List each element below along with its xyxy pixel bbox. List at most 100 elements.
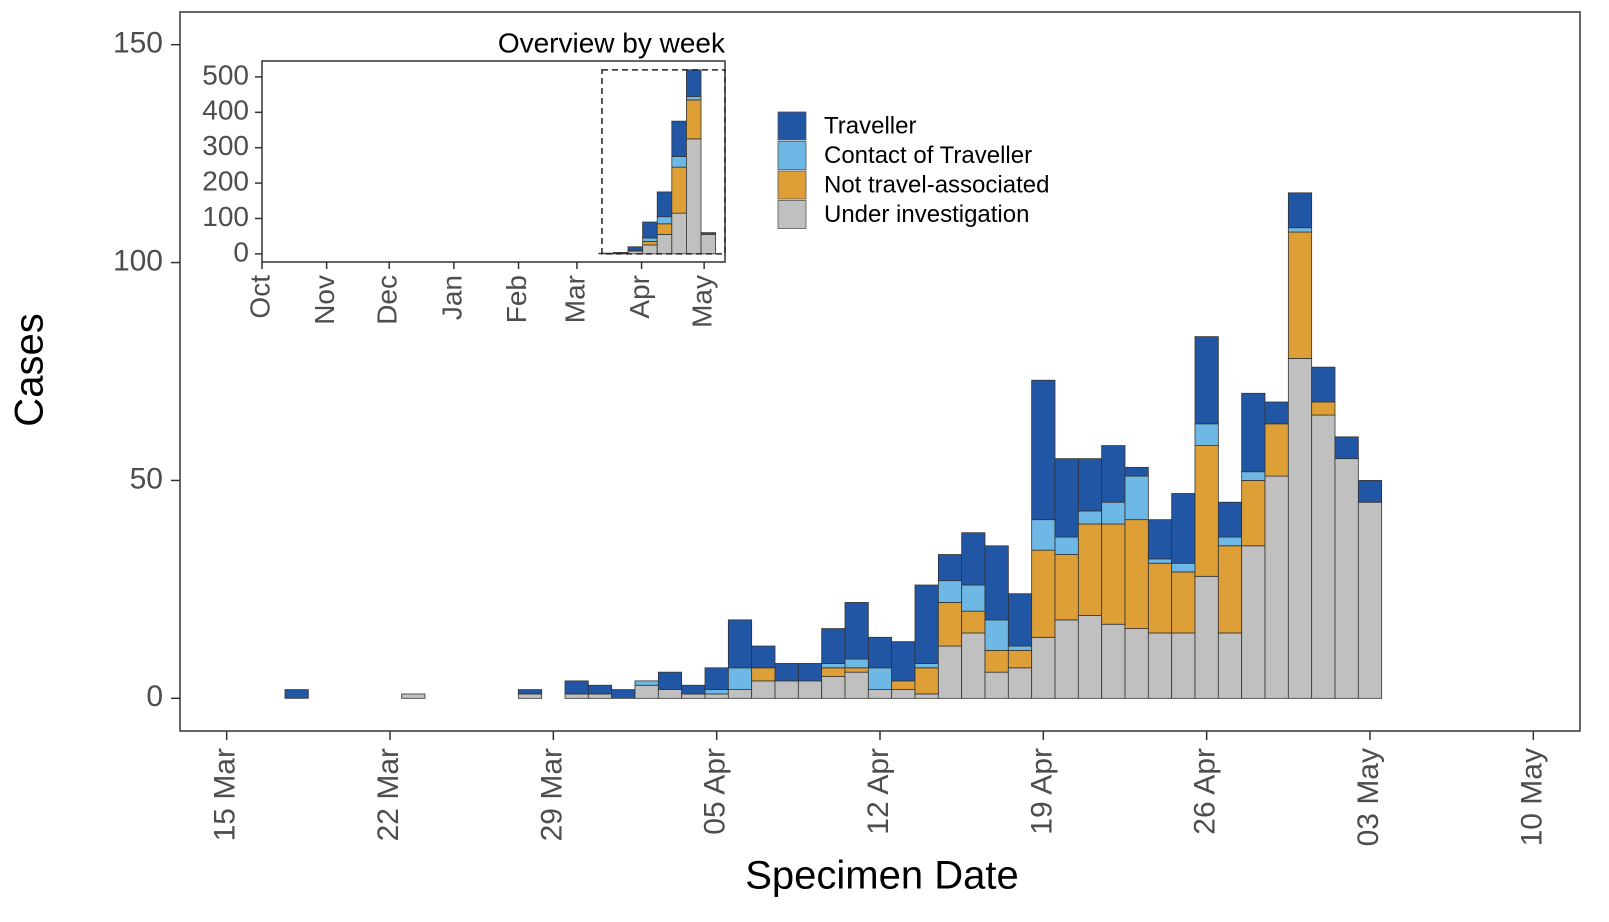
x-tick-label: 19 Apr <box>1025 748 1058 835</box>
bar-segment <box>611 689 636 699</box>
bar-segment <box>671 166 687 214</box>
bar-segment <box>587 684 613 695</box>
bar-segment <box>517 693 543 699</box>
bar-segment <box>284 689 309 699</box>
y-tick-label: 100 <box>113 244 163 277</box>
bar-segment <box>700 233 717 255</box>
bar-segment <box>891 641 916 682</box>
x-tick-label: 26 Apr <box>1189 748 1222 835</box>
bar-segment <box>1101 501 1126 525</box>
y-tick-label: 50 <box>130 462 163 495</box>
bar-segment <box>984 545 1009 621</box>
bar-segment <box>704 689 729 695</box>
bar-segment <box>961 632 986 699</box>
bar-segment <box>891 689 916 699</box>
y-tick-label: 150 <box>113 27 163 60</box>
bar-segment <box>937 645 963 699</box>
bar-segment <box>1311 401 1336 416</box>
bar-segment <box>1311 414 1336 699</box>
bar-segment <box>1077 510 1103 525</box>
y-tick-label: 500 <box>202 59 249 90</box>
bar-segment <box>656 233 673 255</box>
bar-segment <box>1287 231 1313 359</box>
bar-segment <box>914 584 939 664</box>
bar-segment <box>1054 536 1079 555</box>
bar-segment <box>1147 632 1173 699</box>
bar-segment <box>1101 445 1126 503</box>
bar-segment <box>681 684 706 695</box>
bar-segment <box>1147 519 1173 560</box>
x-tick-label: 22 Mar <box>372 748 405 841</box>
legend-swatch <box>777 111 807 141</box>
bar-segment <box>1217 501 1243 538</box>
bar-segment <box>914 667 939 695</box>
bar-segment <box>704 667 729 691</box>
legend-swatch <box>777 200 807 229</box>
bar-segment <box>1101 623 1126 699</box>
bar-segment <box>727 619 753 669</box>
bar-segment <box>1264 423 1289 477</box>
bar-segment <box>656 223 673 235</box>
bar-segment <box>797 680 823 699</box>
bar-segment <box>1217 632 1243 699</box>
bar-segment <box>821 628 846 664</box>
bar-segment <box>1334 436 1359 460</box>
bar-segment <box>627 246 644 252</box>
bar-segment <box>1171 493 1196 564</box>
bar-segment <box>937 554 963 582</box>
x-tick-label: 12 Apr <box>862 748 895 835</box>
bar-segment <box>984 619 1009 651</box>
y-tick-label: 0 <box>146 680 163 713</box>
bar-segment <box>634 684 659 699</box>
bar-segment <box>821 663 846 669</box>
bar-segment <box>686 99 702 140</box>
legend-label: Traveller <box>824 112 916 139</box>
bar-segment <box>1264 401 1289 425</box>
bar-segment <box>844 671 869 699</box>
bar-segment <box>1054 619 1079 699</box>
bar-segment <box>1147 562 1173 634</box>
bar-segment <box>961 532 986 586</box>
bar-segment <box>867 689 893 699</box>
bar-segment <box>1007 593 1033 647</box>
y-tick-label: 300 <box>202 130 249 161</box>
bar-segment <box>1031 519 1056 551</box>
bar-segment <box>1077 615 1103 699</box>
x-axis-title: Specimen Date <box>745 854 1018 898</box>
bar-segment <box>1007 645 1033 651</box>
bar-segment <box>1171 632 1196 699</box>
bar-segment <box>774 663 799 682</box>
legend-swatch <box>777 141 807 170</box>
x-tick-label: Nov <box>309 275 340 325</box>
x-tick-label: 29 Mar <box>535 748 568 841</box>
bar-segment <box>642 241 658 246</box>
bar-segment <box>1031 636 1056 699</box>
bar-segment <box>1194 336 1219 425</box>
bar-segment <box>564 680 589 695</box>
bar-segment <box>1007 649 1033 669</box>
bar-segment <box>657 671 683 691</box>
bar-segment <box>844 602 869 660</box>
bar-segment <box>681 693 706 699</box>
bar-segment <box>1101 523 1126 625</box>
bar-segment <box>1287 192 1313 229</box>
bar-segment <box>727 689 753 699</box>
y-tick-label: 400 <box>202 95 249 126</box>
y-axis-title: Cases <box>8 313 52 426</box>
bar-segment <box>634 680 659 686</box>
x-tick-label: Jan <box>436 275 467 320</box>
bar-segment <box>1194 575 1219 699</box>
bar-segment <box>891 680 916 691</box>
legend-label: Not travel-associated <box>824 171 1049 198</box>
bar-segment <box>686 69 702 97</box>
zoom-box <box>601 69 726 255</box>
bar-segment <box>686 138 702 255</box>
x-tick-label: Apr <box>624 275 655 319</box>
bar-segment <box>1241 392 1266 473</box>
bar-segment <box>1357 501 1383 699</box>
bar-segment <box>587 693 613 699</box>
bar-segment <box>700 232 717 235</box>
bar-segment <box>984 649 1009 673</box>
bar-segment <box>844 667 869 673</box>
